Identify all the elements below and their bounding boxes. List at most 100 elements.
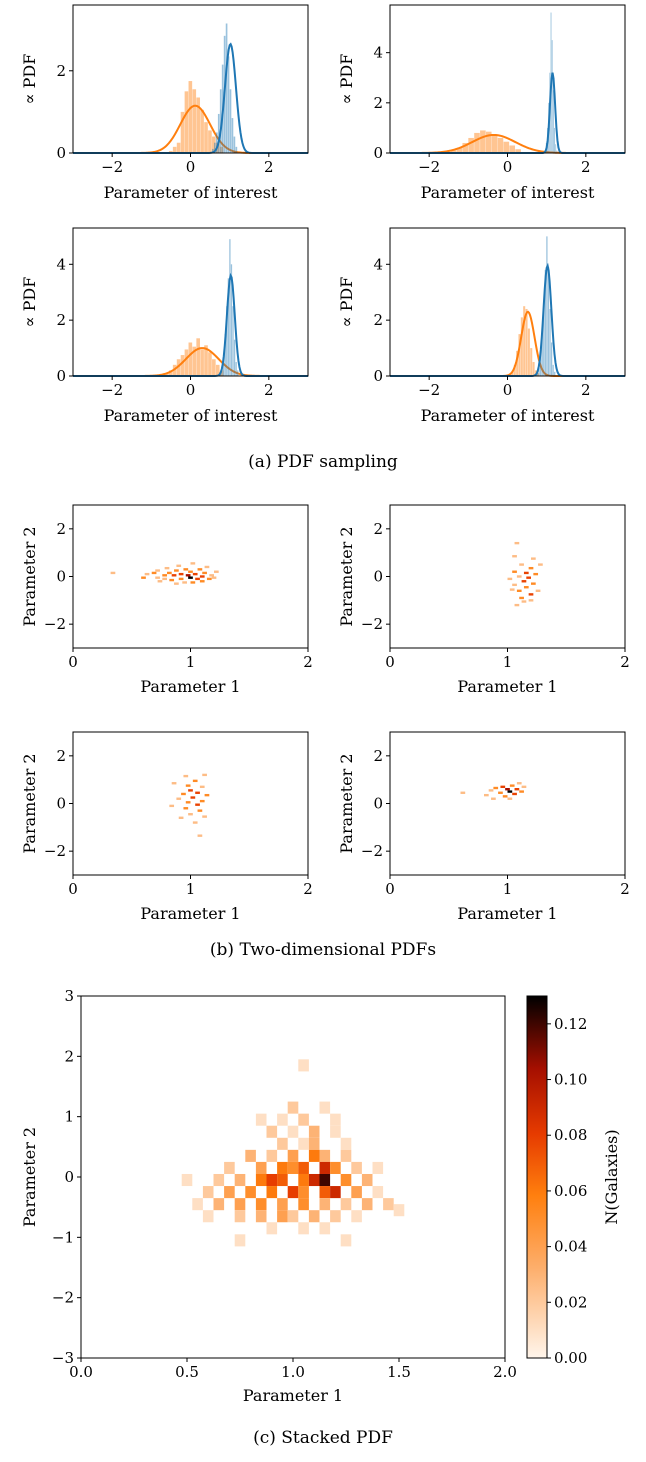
histogram-bar <box>554 127 555 153</box>
y-tick-label: 0 <box>373 367 383 385</box>
histogram-cell <box>526 576 531 579</box>
histogram-cell <box>183 807 189 810</box>
histogram-bar <box>232 306 234 376</box>
histogram-bar <box>221 367 223 376</box>
histogram-cell <box>178 577 184 581</box>
histogram-bar <box>546 236 548 376</box>
histogram-cell <box>498 791 503 794</box>
histogram-cell <box>190 796 196 799</box>
histogram-cell <box>197 834 203 837</box>
histogram-cell <box>361 1198 373 1211</box>
histogram-cell <box>491 797 496 800</box>
histogram-bar <box>165 373 169 376</box>
histogram-cell <box>512 792 517 796</box>
axes-frame <box>80 995 506 1359</box>
histogram-cell <box>155 569 160 572</box>
x-tick-label: 0 <box>68 653 78 671</box>
histogram-cell <box>255 1161 267 1174</box>
plot-a-top-right: −2 0 2 0 2 4 Parameter of interest ∝ PDF <box>337 4 626 202</box>
histogram-bar <box>233 339 236 376</box>
histogram-cell <box>507 797 513 800</box>
plot-b-top-right: 0 1 2 −2 0 2 Parameter 1 Parameter 2 <box>337 504 630 696</box>
histogram-cell <box>234 1210 246 1223</box>
plot-a-bottom-left: −2 0 2 0 2 4 Parameter of interest ∝ PDF <box>20 227 309 425</box>
histogram-cell <box>164 566 170 570</box>
histogram-cell <box>169 804 175 808</box>
histogram-cell <box>202 1210 214 1223</box>
histogram-bar <box>525 308 528 376</box>
histogram-bar <box>552 364 554 376</box>
x-tick-label: 0 <box>68 880 78 898</box>
histogram-cell <box>195 803 200 806</box>
histogram-cell <box>211 576 217 579</box>
histogram-cell <box>512 583 517 587</box>
histogram-cell <box>190 581 196 584</box>
histogram-cell <box>514 603 520 607</box>
histogram-cell <box>514 541 520 545</box>
histogram-cell <box>502 795 508 798</box>
histogram-cell <box>141 576 146 579</box>
y-axis-label: Parameter 2 <box>20 1127 39 1227</box>
y-tick-label: 4 <box>373 255 383 273</box>
histogram-cell <box>521 785 527 789</box>
colorbar-tick-label: 0.02 <box>554 1293 587 1311</box>
histogram-cell <box>171 782 177 785</box>
y-axis-label: ∝ PDF <box>337 54 356 105</box>
y-tick-label: 2 <box>56 520 66 538</box>
histogram-bar <box>219 89 222 153</box>
histogram-bar <box>551 40 553 153</box>
y-tick-label: 4 <box>373 44 383 62</box>
histogram-cell <box>523 586 529 589</box>
caption-b: (b) Two-dimensional PDFs <box>210 940 436 960</box>
histogram-cell <box>162 577 167 581</box>
histogram-cell <box>319 1173 331 1187</box>
x-tick-label: −2 <box>101 381 123 399</box>
colorbar-tick-label: 0.00 <box>554 1349 587 1367</box>
histogram-cell <box>340 1173 352 1187</box>
histogram-cell <box>528 599 534 602</box>
colorbar-tick-label: 0.04 <box>554 1238 587 1256</box>
histogram-cell <box>245 1186 256 1199</box>
x-tick-label: 2 <box>264 381 274 399</box>
histogram-cell <box>214 570 219 573</box>
x-tick-label: 0 <box>186 381 196 399</box>
histogram-cell <box>255 1198 267 1211</box>
histogram-cell <box>183 774 189 778</box>
histogram-cell <box>330 1125 341 1138</box>
histogram-cell <box>308 1210 320 1223</box>
histogram-cell <box>266 1222 278 1235</box>
histogram-cell <box>234 1234 246 1247</box>
histogram-cell <box>514 788 520 791</box>
x-tick-label: 0.5 <box>175 1363 199 1381</box>
histogram-cell <box>383 1198 394 1211</box>
histogram-cell <box>185 574 191 577</box>
histogram-cell <box>202 815 207 818</box>
histogram-cell <box>500 785 506 789</box>
histogram-cell <box>493 786 499 790</box>
histogram-cell <box>298 1137 309 1150</box>
colorbar-tick-label: 0.12 <box>554 1015 587 1033</box>
y-tick-label: 2 <box>56 747 66 765</box>
histogram-cell <box>538 563 543 566</box>
histogram-bar <box>456 147 463 153</box>
histogram-cell <box>171 574 177 577</box>
y-tick-label: 0 <box>64 1168 74 1186</box>
histogram-cell <box>245 1149 256 1162</box>
x-axis-label: Parameter of interest <box>421 183 595 202</box>
histogram-bar <box>540 353 542 376</box>
y-tick-label: 0 <box>56 795 66 813</box>
histogram-cell <box>277 1210 288 1223</box>
histogram-cell <box>519 790 524 793</box>
histogram-cell <box>516 782 522 785</box>
histogram-bar <box>208 130 212 153</box>
x-tick-label: 1 <box>186 880 196 898</box>
histogram-bar <box>474 132 480 153</box>
histogram-bar <box>176 142 181 153</box>
histogram-cell <box>197 568 203 571</box>
histogram-cell <box>188 789 193 792</box>
kde-curve <box>390 310 625 377</box>
x-tick-label: 2 <box>303 880 313 898</box>
kde-curve <box>390 72 625 154</box>
x-tick-label: 0.0 <box>69 1363 93 1381</box>
